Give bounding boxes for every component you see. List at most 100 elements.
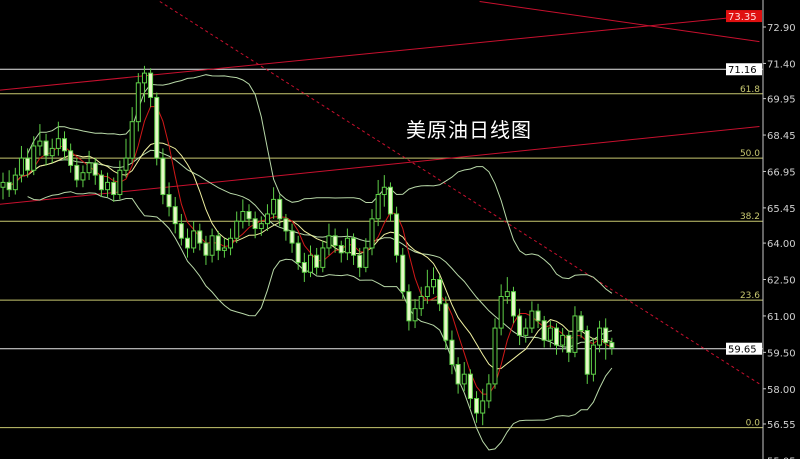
candle xyxy=(363,238,369,273)
candle-body xyxy=(295,242,301,264)
candle-body xyxy=(461,373,467,385)
candle-body xyxy=(517,315,523,336)
candle-body xyxy=(584,330,590,375)
candle xyxy=(474,391,480,423)
candle-body xyxy=(554,327,559,346)
candle xyxy=(320,240,326,273)
price-label-box xyxy=(726,342,762,355)
candle-body xyxy=(6,181,12,191)
price-tick-label: 58.00 xyxy=(767,385,796,396)
moving-average-slow xyxy=(8,142,613,370)
fib-level-label: 38.2 xyxy=(740,212,760,222)
candle xyxy=(344,228,350,261)
candle-body xyxy=(129,121,135,159)
candle-body xyxy=(301,262,307,273)
candle-body xyxy=(234,220,240,239)
candle xyxy=(105,172,111,197)
price-tick-label: 66.95 xyxy=(767,167,796,178)
candle-body xyxy=(326,235,332,249)
candle xyxy=(18,145,24,183)
candle xyxy=(584,325,590,384)
candle-body xyxy=(55,138,61,149)
candle-body xyxy=(289,230,295,244)
candle-body xyxy=(400,254,406,293)
candle xyxy=(529,301,535,333)
candle xyxy=(455,357,461,394)
candle xyxy=(252,211,258,239)
candle xyxy=(172,196,178,234)
candle-body xyxy=(252,218,258,230)
bollinger-lower-band xyxy=(27,191,613,451)
candle xyxy=(215,230,221,261)
candle xyxy=(387,182,393,222)
candle-body xyxy=(209,235,215,256)
candle xyxy=(203,235,209,265)
candle-body xyxy=(197,230,203,244)
price-tick-label: 64.00 xyxy=(767,239,796,250)
trendline xyxy=(0,126,760,205)
price-label-box xyxy=(726,63,762,76)
price-tick-label: 69.95 xyxy=(767,95,796,106)
candle-body xyxy=(123,157,129,171)
candle xyxy=(160,148,166,205)
candle-body xyxy=(172,206,178,225)
candle xyxy=(357,247,363,278)
price-tick-label: 68.45 xyxy=(767,131,796,142)
candle-body xyxy=(437,279,443,305)
price-tick-label: 59.50 xyxy=(767,348,796,359)
candle xyxy=(338,240,344,263)
candle-body xyxy=(381,186,387,196)
candle-body xyxy=(375,194,381,220)
candle-body xyxy=(351,237,357,256)
candle xyxy=(314,247,320,275)
candle xyxy=(547,320,553,348)
candle xyxy=(406,284,412,331)
candle-body xyxy=(92,162,98,176)
candle xyxy=(141,65,147,103)
fib-level-label: 0.0 xyxy=(746,419,761,429)
candle-body xyxy=(510,291,516,317)
price-axis-background xyxy=(763,0,800,459)
candle xyxy=(98,170,104,197)
candle xyxy=(185,228,190,258)
candle-body xyxy=(148,72,154,98)
candle-body xyxy=(135,82,141,123)
candle xyxy=(603,318,609,360)
candle-body xyxy=(141,72,147,84)
candle-body xyxy=(240,211,246,222)
candle-body xyxy=(529,310,535,329)
price-tick-label: 61.00 xyxy=(767,312,796,323)
candle xyxy=(74,158,80,188)
candle xyxy=(554,323,559,355)
candle-body xyxy=(338,245,344,254)
candle xyxy=(597,320,603,353)
candle-body xyxy=(424,286,430,298)
candle-body xyxy=(203,242,209,256)
candle-body xyxy=(357,254,363,268)
candle xyxy=(381,175,387,207)
price-tick-label: 55.05 xyxy=(767,456,796,459)
candle xyxy=(504,277,510,304)
candle-body xyxy=(191,230,197,249)
candle xyxy=(148,68,154,108)
candle-body xyxy=(43,140,49,157)
candle xyxy=(535,303,541,329)
trendline xyxy=(0,14,760,91)
trendline xyxy=(479,1,760,43)
candle-body xyxy=(37,140,43,147)
candle-body xyxy=(98,174,104,191)
candle xyxy=(55,121,61,156)
candle xyxy=(461,362,467,392)
candle-body xyxy=(178,223,184,239)
candle-body xyxy=(166,194,172,208)
candle xyxy=(517,308,523,346)
candle-body xyxy=(578,315,584,332)
candle xyxy=(166,182,172,217)
candle xyxy=(369,209,375,256)
bollinger-middle-band xyxy=(14,149,613,348)
candle xyxy=(283,213,289,241)
candle xyxy=(492,318,498,389)
candle xyxy=(178,213,184,246)
candle xyxy=(400,247,406,299)
